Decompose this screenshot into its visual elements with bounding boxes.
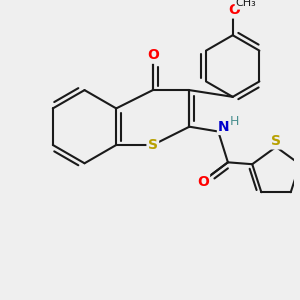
Text: S: S bbox=[148, 138, 158, 152]
Text: O: O bbox=[147, 48, 159, 62]
Text: O: O bbox=[197, 175, 209, 189]
Text: O: O bbox=[229, 3, 241, 17]
Text: H: H bbox=[230, 116, 239, 128]
Text: S: S bbox=[271, 134, 281, 148]
Text: CH₃: CH₃ bbox=[236, 0, 256, 8]
Text: N: N bbox=[218, 120, 230, 134]
